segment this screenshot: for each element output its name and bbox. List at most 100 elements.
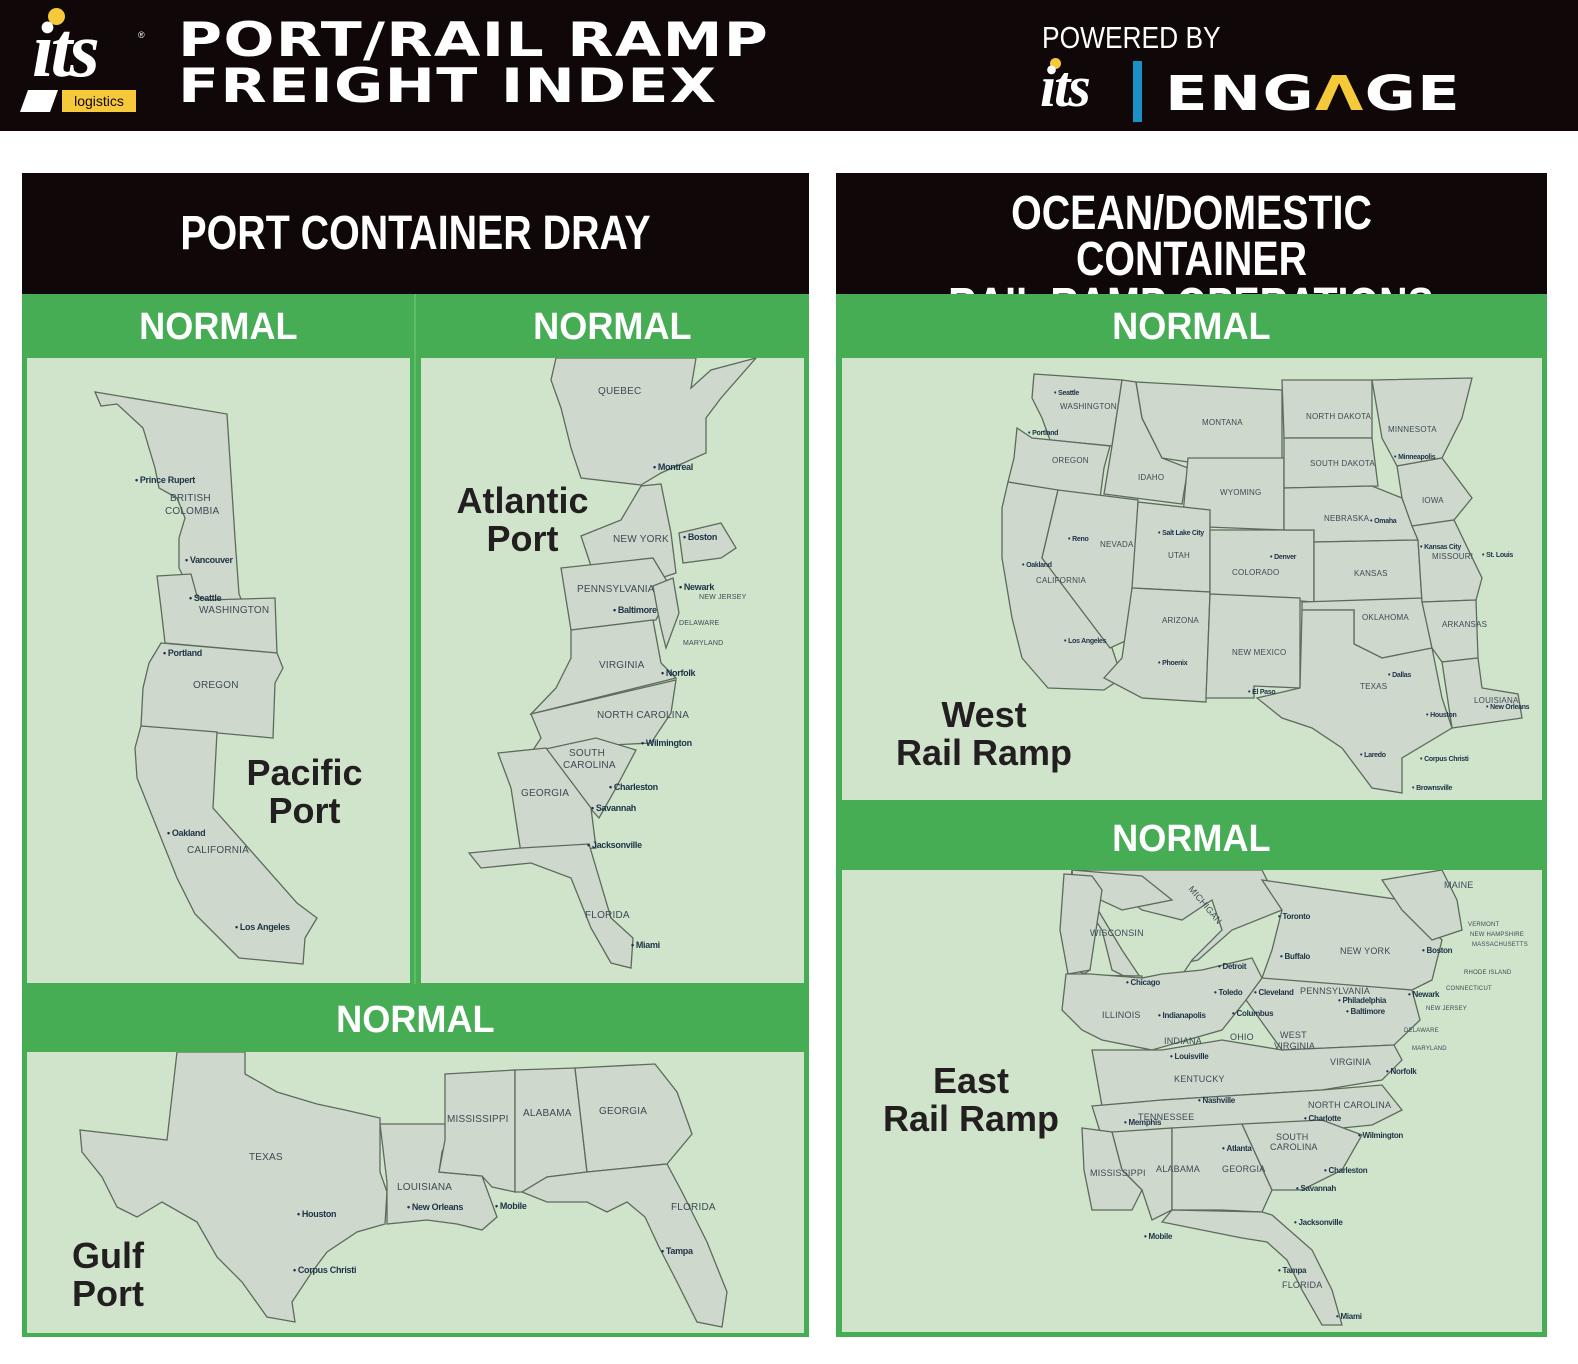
city-label: Savannah [591,803,636,813]
city-label: Salt Lake City [1158,530,1204,537]
city-label: Baltimore [1346,1007,1386,1016]
pacific-port-map: BRITISH COLOMBIA WASHINGTON OREGON CALIF… [27,358,410,983]
city-label: Houston [297,1209,337,1219]
city-label: Miami [1336,1312,1362,1321]
state-label: SOUTH DAKOTA [1310,459,1375,468]
state-label: NEW YORK [613,534,669,545]
text: Rail Ramp [895,732,1073,773]
city-label: Oakland [1022,562,1052,569]
city-label: Tampa [1278,1266,1307,1275]
engage-text-2: GE [1364,66,1462,122]
atlantic-port-label: Atlantic Port [445,482,600,558]
state-label: QUEBEC [598,386,642,397]
city-label: New Orleans [1486,704,1529,711]
state-label: MISSOURI [1432,552,1474,561]
state-label: KANSAS [1354,569,1388,578]
its-logistics-logo: its ® logistics [19,8,147,113]
city-label: Norfolk [661,668,696,678]
state-label: NEW HAMPSHIRE [1470,932,1524,938]
city-label: Phoenix [1158,660,1187,667]
state-label: CALIFORNIA [187,845,250,856]
city-label: Norfolk [1386,1067,1417,1076]
gulf-port-map: TEXAS LOUISIANA MISSISSIPPI ALABAMA GEOR… [27,1052,804,1333]
state-label: NORTH DAKOTA [1306,412,1372,421]
state-label: WASHINGTON [1060,402,1117,411]
state-label: MAINE [1444,880,1474,890]
text: Port [268,790,341,831]
logo-sub-text: logistics [62,90,136,112]
west-status-badge: NORMAL [836,296,1547,358]
state-label: GEORGIA [599,1106,648,1117]
city-label: Vancouver [185,555,233,565]
east-map-shapes [1059,870,1463,1326]
city-label: Minneapolis [1394,454,1435,461]
state-label: SOUTH [1276,1132,1309,1142]
logo-divider [1133,61,1142,122]
city-label: Dallas [1388,672,1411,679]
engage-a-glyph: Λ [1314,66,1365,122]
state-label: UTAH [1168,551,1190,560]
city-label: Seattle [189,593,222,603]
city-label: Jacksonville [1294,1218,1343,1227]
east-status-badge: NORMAL [836,808,1547,870]
title-line-1: PORT/RAIL RAMP [178,13,770,68]
pacific-port-label: Pacific Port [227,754,382,830]
state-label: NEBRASKA [1324,514,1370,523]
state-label: NEW YORK [1340,946,1391,956]
text: Rail Ramp [882,1098,1060,1139]
state-label: PENNSYLVANIA [577,584,655,595]
city-label: Charleston [609,782,658,792]
state-label: ARIZONA [1162,616,1199,625]
city-label: Mobile [1144,1232,1173,1241]
state-label: MARYLAND [683,640,724,647]
city-label: Wilmington [641,738,692,748]
state-label: OREGON [1052,456,1089,465]
state-label: VIRGINIA [1274,1041,1316,1051]
city-label: Denver [1270,554,1296,561]
state-label: WEST [1280,1030,1307,1040]
port-section-title: PORT CONTAINER DRAY OPERATIONS [22,173,809,381]
city-label: Philadelphia [1338,996,1387,1005]
state-label: ALABAMA [1156,1164,1200,1174]
state-label: LOUISIANA [397,1182,453,1193]
city-label: Jacksonville [587,840,642,850]
city-label: Prince Rupert [135,475,195,485]
gulf-status-badge: NORMAL [22,988,809,1050]
city-label: Detroit [1218,962,1247,971]
state-label: WISCONSIN [1090,928,1144,938]
state-label: GEORGIA [521,788,570,799]
city-label: Los Angeles [235,922,290,932]
city-label: Reno [1068,536,1089,543]
page-title: PORT/RAIL RAMP FREIGHT INDEX [178,13,770,110]
city-label: Laredo [1360,752,1386,759]
state-label: ILLINOIS [1102,1010,1141,1020]
text: OCEAN/DOMESTIC CONTAINER [1011,187,1372,286]
state-label: OHIO [1230,1032,1254,1042]
city-label: Baltimore [613,605,657,615]
city-label: Newark [1408,990,1440,999]
state-label: MASSACHUSETTS [1472,942,1528,948]
city-label: Memphis [1124,1118,1162,1127]
state-label: NEVADA [1100,540,1134,549]
city-label: Omaha [1370,518,1397,525]
logo-stripe [19,90,59,112]
state-label: FLORIDA [1282,1280,1323,1290]
city-label: Newark [679,582,715,592]
state-label: KENTUCKY [1174,1074,1225,1084]
city-label: Miami [631,940,660,950]
text: Port [72,1273,144,1314]
text: Port [486,518,559,559]
text: Pacific [246,752,363,793]
city-label: Portland [1028,430,1058,437]
city-label: Boston [683,532,718,542]
gulf-port-label: Gulf Port [57,1237,162,1313]
powered-by-text: POWERED BY [1042,20,1221,55]
state-label: TEXAS [1360,682,1388,691]
state-label: ALABAMA [523,1108,572,1119]
city-label: Mobile [495,1201,527,1211]
city-label: Corpus Christi [1420,756,1469,763]
city-label: Los Angeles [1064,638,1106,645]
state-label: NORTH CAROLINA [1308,1100,1392,1110]
city-label: Corpus Christi [293,1265,357,1275]
east-rail-ramp-label: East Rail Ramp [862,1062,1080,1138]
